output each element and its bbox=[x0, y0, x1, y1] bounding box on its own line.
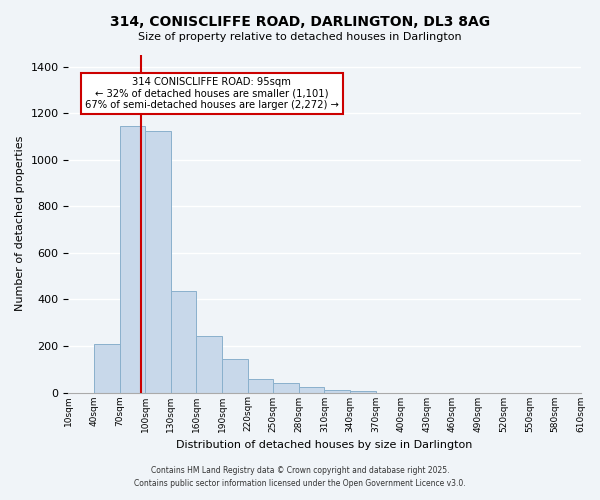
Bar bbox=[196, 336, 222, 392]
Text: 314 CONISCLIFFE ROAD: 95sqm
← 32% of detached houses are smaller (1,101)
67% of : 314 CONISCLIFFE ROAD: 95sqm ← 32% of det… bbox=[85, 77, 339, 110]
X-axis label: Distribution of detached houses by size in Darlington: Distribution of detached houses by size … bbox=[176, 440, 473, 450]
Bar bbox=[325, 390, 350, 392]
Bar bbox=[248, 378, 273, 392]
Bar bbox=[94, 344, 119, 392]
Bar bbox=[350, 390, 376, 392]
Bar bbox=[222, 359, 248, 392]
Bar bbox=[145, 130, 171, 392]
Bar bbox=[119, 126, 145, 392]
Text: Size of property relative to detached houses in Darlington: Size of property relative to detached ho… bbox=[138, 32, 462, 42]
Text: 314, CONISCLIFFE ROAD, DARLINGTON, DL3 8AG: 314, CONISCLIFFE ROAD, DARLINGTON, DL3 8… bbox=[110, 15, 490, 29]
Bar bbox=[171, 292, 196, 392]
Bar bbox=[273, 382, 299, 392]
Y-axis label: Number of detached properties: Number of detached properties bbox=[15, 136, 25, 312]
Text: Contains HM Land Registry data © Crown copyright and database right 2025.
Contai: Contains HM Land Registry data © Crown c… bbox=[134, 466, 466, 487]
Bar bbox=[299, 388, 325, 392]
